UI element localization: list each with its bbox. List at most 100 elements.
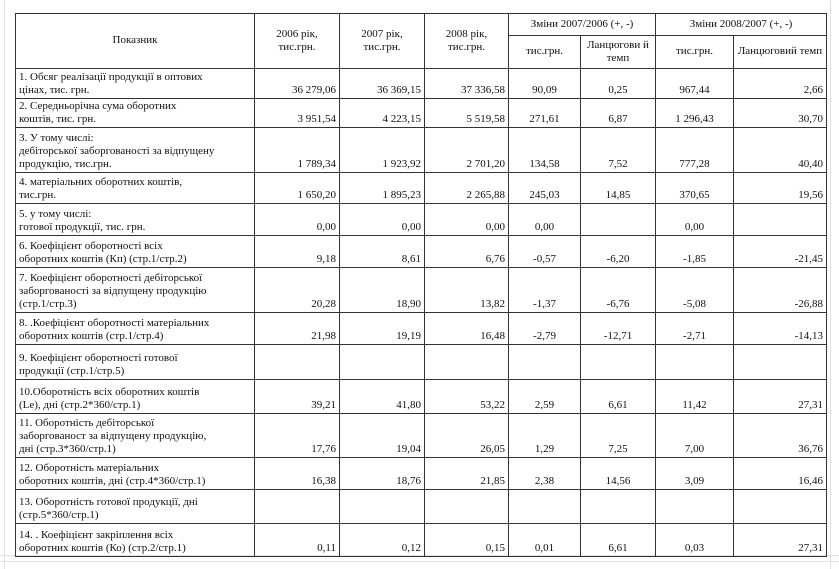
table-row: 10.Оборотність всіх оборотних коштів (Le… [15, 379, 827, 414]
table-row: 9. Коефіцієнт оборотності готової продук… [15, 344, 827, 380]
cell-value: 2 701,20 [424, 127, 509, 173]
header-2006: 2006 рік, тис.грн. [254, 13, 340, 69]
cell-value: 0,15 [424, 523, 509, 557]
cell-value [339, 344, 425, 380]
cell-value [733, 489, 827, 524]
cell-value: 0,00 [508, 203, 581, 236]
cell-value: -6,20 [580, 235, 656, 268]
cell-value: 5 519,58 [424, 98, 509, 128]
cell-value: 16,38 [254, 457, 340, 490]
cell-value: 7,25 [580, 413, 656, 458]
cell-value: 18,90 [339, 267, 425, 313]
row-label: 10.Оборотність всіх оборотних коштів (Le… [15, 379, 255, 414]
cell-value: 0,25 [580, 68, 656, 99]
cell-value: -1,85 [655, 235, 734, 268]
cell-value: 26,05 [424, 413, 509, 458]
cell-value [424, 489, 509, 524]
row-label: 7. Коефіцієнт оборотності дебіторської з… [15, 267, 255, 313]
cell-value: 1 296,43 [655, 98, 734, 128]
header-change-2008-2007: Зміни 2008/2007 (+, -) [655, 13, 827, 36]
cell-value: 6,87 [580, 98, 656, 128]
row-label: 3. У тому числі: дебіторської заборгован… [15, 127, 255, 173]
cell-value: -12,71 [580, 312, 656, 345]
cell-value: 271,61 [508, 98, 581, 128]
row-label: 4. матеріальних оборотних коштів, тис.гр… [15, 172, 255, 204]
header-change-2007-2006: Зміни 2007/2006 (+, -) [508, 13, 656, 36]
cell-value: 1,29 [508, 413, 581, 458]
sheet-gridline [4, 0, 5, 569]
cell-value: 0,11 [254, 523, 340, 557]
cell-value: 0,00 [339, 203, 425, 236]
cell-value: -21,45 [733, 235, 827, 268]
header-rate-1: Ланцюгови й темп [580, 35, 656, 69]
cell-value [733, 344, 827, 380]
cell-value: 21,85 [424, 457, 509, 490]
cell-value: -1,37 [508, 267, 581, 313]
cell-value: 18,76 [339, 457, 425, 490]
table-row: 8. .Коефіцієнт оборотності матеріальних … [15, 312, 827, 345]
cell-value: 7,52 [580, 127, 656, 173]
header-indicator: Показник [15, 13, 255, 69]
row-label: 2. Середньорічна сума оборотних коштів, … [15, 98, 255, 128]
cell-value: 17,76 [254, 413, 340, 458]
header-rate-2: Ланцюговий темп [733, 35, 827, 69]
row-label: 6. Коефіцієнт оборотності всіх оборотних… [15, 235, 255, 268]
cell-value: -2,79 [508, 312, 581, 345]
cell-value [655, 489, 734, 524]
row-label: 13. Оборотність готової продукції, дні (… [15, 489, 255, 524]
turnover-table: Показник 2006 рік, тис.грн. 2007 рік, ти… [15, 13, 827, 557]
sheet-gridline [830, 0, 831, 569]
cell-value: -2,71 [655, 312, 734, 345]
cell-value: 14,85 [580, 172, 656, 204]
table-row: 5. у тому числі: готової продукції, тис.… [15, 203, 827, 236]
cell-value: 27,31 [733, 523, 827, 557]
row-label: 5. у тому числі: готової продукції, тис.… [15, 203, 255, 236]
row-label: 8. .Коефіцієнт оборотності матеріальних … [15, 312, 255, 345]
cell-value: -14,13 [733, 312, 827, 345]
row-label: 11. Оборотність дебіторської заборговано… [15, 413, 255, 458]
cell-value: 11,42 [655, 379, 734, 414]
table-row: 4. матеріальних оборотних коштів, тис.гр… [15, 172, 827, 204]
table-row: 3. У тому числі: дебіторської заборгован… [15, 127, 827, 173]
header-2008: 2008 рік, тис.грн. [424, 13, 509, 69]
cell-value: 3,09 [655, 457, 734, 490]
row-label: 12. Оборотність матеріальних оборотних к… [15, 457, 255, 490]
header-thous-2: тис.грн. [655, 35, 734, 69]
cell-value: 134,58 [508, 127, 581, 173]
cell-value: 0,00 [655, 203, 734, 236]
cell-value: 0,03 [655, 523, 734, 557]
cell-value [580, 203, 656, 236]
table-row: 14. . Коефіцієнт закріплення всіх оборот… [15, 523, 827, 557]
cell-value [254, 489, 340, 524]
cell-value: 0,01 [508, 523, 581, 557]
cell-value: 2 265,88 [424, 172, 509, 204]
cell-value [339, 489, 425, 524]
cell-value: 6,61 [580, 523, 656, 557]
cell-value: 90,09 [508, 68, 581, 99]
table-row: 6. Коефіцієнт оборотності всіх оборотних… [15, 235, 827, 268]
table-row: 13. Оборотність готової продукції, дні (… [15, 489, 827, 524]
cell-value: -26,88 [733, 267, 827, 313]
cell-value [508, 489, 581, 524]
cell-value: -0,57 [508, 235, 581, 268]
cell-value: 36 369,15 [339, 68, 425, 99]
cell-value [254, 344, 340, 380]
cell-value [508, 344, 581, 380]
cell-value: 8,61 [339, 235, 425, 268]
cell-value: 27,31 [733, 379, 827, 414]
cell-value: 9,18 [254, 235, 340, 268]
table-row: 11. Оборотність дебіторської заборговано… [15, 413, 827, 458]
cell-value: 0,00 [254, 203, 340, 236]
cell-value: 19,04 [339, 413, 425, 458]
table-row: 12. Оборотність матеріальних оборотних к… [15, 457, 827, 490]
cell-value: 53,22 [424, 379, 509, 414]
cell-value: 16,46 [733, 457, 827, 490]
header-2007: 2007 рік, тис.грн. [339, 13, 425, 69]
cell-value: 370,65 [655, 172, 734, 204]
cell-value [733, 203, 827, 236]
cell-value: 967,44 [655, 68, 734, 99]
cell-value [580, 489, 656, 524]
sheet-gridline [0, 561, 839, 562]
cell-value: 36,76 [733, 413, 827, 458]
cell-value: 39,21 [254, 379, 340, 414]
